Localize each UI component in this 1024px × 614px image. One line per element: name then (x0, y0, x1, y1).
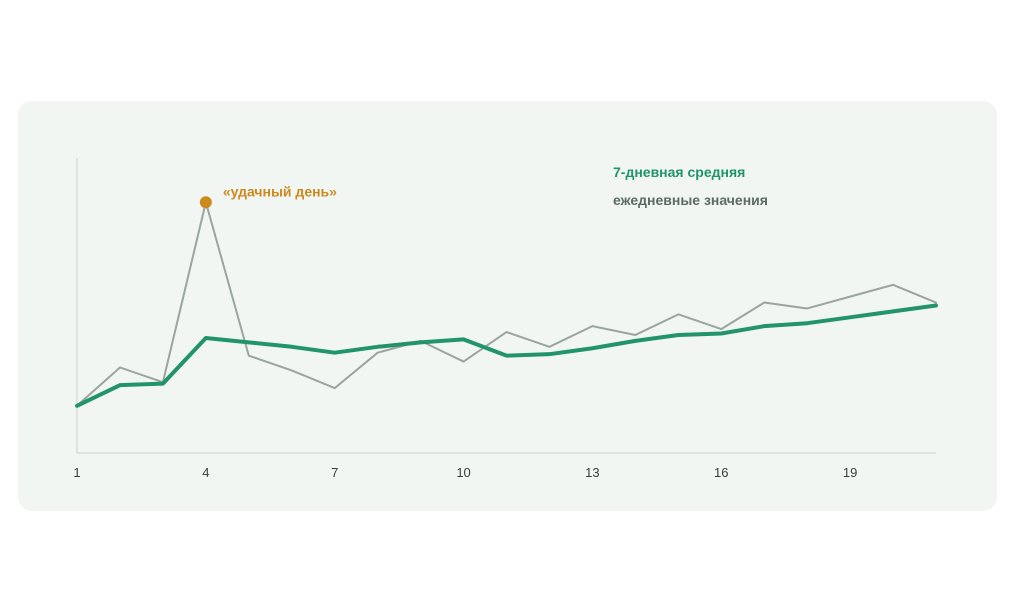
legend: 7-дневная средняя ежедневные значения (613, 164, 768, 208)
series-daily (76, 201, 937, 407)
lucky-day-marker (199, 196, 212, 209)
x-tick-label: 16 (714, 465, 728, 480)
x-tick-label: 10 (456, 465, 470, 480)
x-tick-label: 1 (73, 465, 80, 480)
lucky-day-label: «удачный день» (223, 183, 337, 199)
series-layer (75, 201, 938, 408)
annotation-layer: «удачный день» (199, 183, 337, 209)
x-tick-labels: 1 4 7 10 13 16 19 (73, 465, 857, 480)
x-tick-label: 13 (585, 465, 599, 480)
x-tick-label: 7 (331, 465, 338, 480)
legend-7day-average: 7-дневная средняя (613, 164, 745, 180)
legend-daily-values: ежедневные значения (613, 192, 768, 208)
seven-day-average-line (75, 303, 938, 408)
x-tick-label: 19 (843, 465, 857, 480)
series-7day-avg (75, 303, 938, 408)
daily-values-line (76, 201, 937, 407)
x-tick-label: 4 (202, 465, 209, 480)
